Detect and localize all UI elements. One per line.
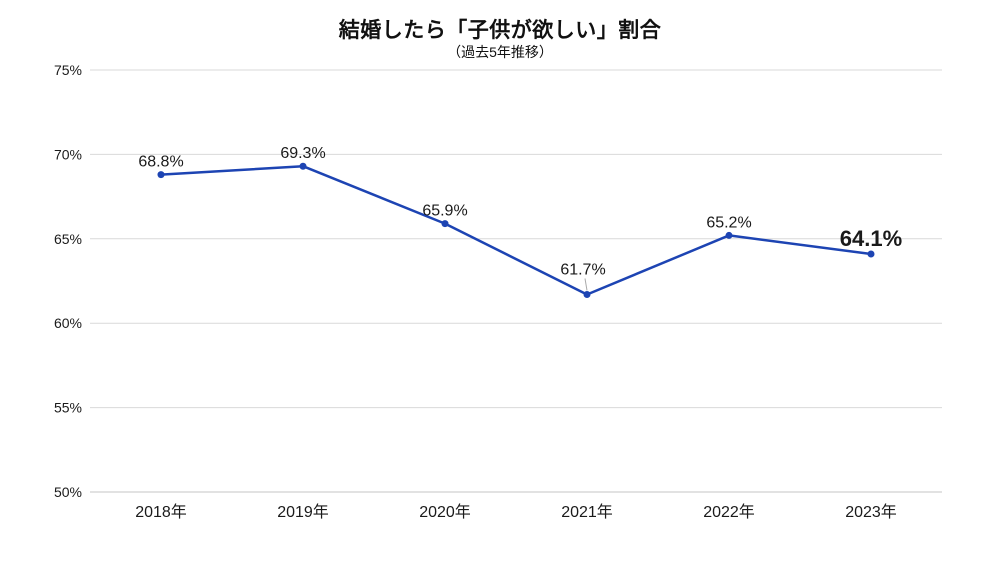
y-tick-label: 70% bbox=[54, 146, 82, 162]
data-point-marker bbox=[725, 231, 733, 239]
data-point-marker bbox=[441, 220, 449, 228]
data-point-marker bbox=[299, 162, 307, 170]
x-tick-label: 2019年 bbox=[277, 503, 329, 521]
x-tick-label: 2020年 bbox=[419, 503, 471, 521]
x-tick-label: 2021年 bbox=[561, 503, 613, 521]
series-line bbox=[159, 164, 873, 296]
y-tick-label: 50% bbox=[54, 484, 82, 500]
data-point-label: 65.2% bbox=[706, 214, 751, 231]
chart-title: 結婚したら「子供が欲しい」割合 bbox=[338, 19, 662, 42]
chart-subtitle: （過去5年推移） bbox=[447, 44, 553, 60]
data-point-label-highlight: 64.1% bbox=[840, 226, 902, 251]
x-tick-label: 2018年 bbox=[135, 503, 187, 521]
x-tick-label: 2022年 bbox=[703, 503, 755, 521]
data-point-marker bbox=[867, 250, 875, 258]
y-tick-label: 75% bbox=[54, 62, 82, 78]
data-point-label: 68.8% bbox=[138, 154, 183, 171]
x-tick-label: 2023年 bbox=[845, 503, 897, 521]
data-point-marker bbox=[157, 171, 165, 179]
y-tick-label: 60% bbox=[54, 315, 82, 331]
label-leader-line bbox=[584, 278, 588, 291]
data-point-marker bbox=[583, 291, 591, 299]
data-point-label: 65.9% bbox=[422, 203, 467, 220]
y-tick-label: 55% bbox=[54, 400, 82, 416]
data-point-label: 69.3% bbox=[280, 145, 325, 162]
data-point-label: 61.7% bbox=[560, 262, 605, 279]
y-tick-label: 65% bbox=[54, 231, 82, 247]
